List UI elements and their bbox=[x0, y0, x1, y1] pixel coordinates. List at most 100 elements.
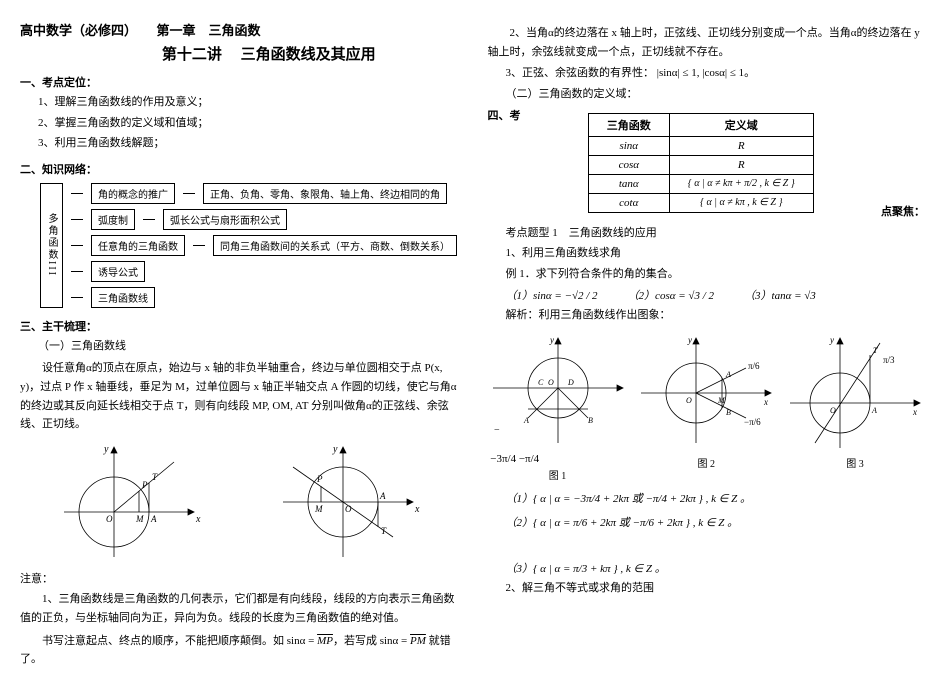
cell-tan: tanα bbox=[588, 174, 669, 193]
net-box: 弧度制 bbox=[91, 209, 135, 230]
svg-text:D: D bbox=[567, 378, 574, 387]
svg-text:M: M bbox=[314, 504, 323, 514]
svg-text:T: T bbox=[381, 526, 387, 536]
answer-2: （2）{ α | α = π/6 + 2kπ 或 −π/6 + 2kπ } , … bbox=[506, 514, 739, 530]
note-1: 1、三角函数线是三角函数的几何表示，它们都是有向线段，线段的方向表示三角函数值的… bbox=[20, 590, 458, 627]
course-label: 高中数学（必修四） bbox=[20, 23, 137, 38]
lecture-title: 三角函数线及其应用 bbox=[241, 47, 376, 63]
svg-text:M: M bbox=[717, 396, 726, 405]
q2: 2、解三角不等式或求角的范围 bbox=[506, 580, 926, 598]
svg-text:M: M bbox=[135, 514, 144, 524]
svg-text:x: x bbox=[763, 397, 768, 407]
svg-text:O: O bbox=[548, 378, 554, 387]
svg-text:P: P bbox=[316, 474, 323, 484]
right-sub2: （二）三角函数的定义域： bbox=[506, 86, 926, 104]
eq-2: （2）cosα = √3 / 2 bbox=[628, 287, 714, 303]
figure-row-right: y O C D A B − −3π/4 −π/4 图 1 bbox=[488, 333, 926, 482]
sec2-heading: 二、知识网络： bbox=[20, 161, 458, 177]
sec1-item-3: 3、利用三角函数线解题； bbox=[38, 135, 458, 153]
note-2: 书写注意起点、终点的顺序，不能把顺序颠倒。如 sinα = MP，若写成 sin… bbox=[20, 632, 458, 669]
svg-text:B: B bbox=[726, 408, 731, 417]
svg-text:y: y bbox=[829, 335, 834, 345]
sec4-heading-a: 四、考 bbox=[488, 110, 521, 122]
sec4-heading-b: 点聚焦： bbox=[881, 206, 925, 218]
svg-text:A: A bbox=[379, 491, 386, 501]
svg-text:−: − bbox=[494, 425, 500, 436]
sec1-item-2: 2、掌握三角函数的定义域和值域； bbox=[38, 115, 458, 133]
th-domain: 定义域 bbox=[669, 113, 813, 136]
svg-text:O: O bbox=[345, 504, 352, 514]
svg-text:T: T bbox=[152, 472, 158, 482]
svg-text:A: A bbox=[871, 406, 877, 415]
network-root: 多角函数III bbox=[40, 183, 63, 308]
hint: 解析：利用三角函数线作出图象： bbox=[506, 307, 926, 325]
svg-text:C: C bbox=[538, 378, 544, 387]
cell-cos-dom: R bbox=[669, 155, 813, 174]
unit-circle-2: x y O M P A T bbox=[273, 442, 423, 562]
unit-circle-1: x y O M A P T bbox=[54, 442, 204, 562]
cell-cot-dom: { α | α ≠ kπ , k ∈ Z } bbox=[669, 193, 813, 212]
svg-text:B: B bbox=[588, 416, 593, 425]
figure-row-left: x y O M A P T x y O bbox=[20, 442, 458, 562]
cell-sin: sinα bbox=[588, 136, 669, 155]
svg-text:x: x bbox=[912, 407, 917, 417]
svg-text:x: x bbox=[195, 514, 201, 525]
domain-table: 三角函数 定义域 sinα R cosα R tanα { α | α ≠ kπ… bbox=[588, 113, 814, 213]
cell-cot: cotα bbox=[588, 193, 669, 212]
svg-text:y: y bbox=[549, 335, 554, 345]
net-box: 角的概念的推广 bbox=[91, 183, 175, 204]
net-row: 角的概念的推广 正角、负角、零角、象限角、轴上角、终边相同的角 bbox=[71, 183, 457, 204]
fig-3: y x O A T π/3 bbox=[785, 333, 925, 453]
th-func: 三角函数 bbox=[588, 113, 669, 136]
answer-1: （1）{ α | α = −3π/4 + 2kπ 或 −π/4 + 2kπ } … bbox=[506, 490, 926, 510]
svg-text:x: x bbox=[414, 504, 420, 515]
fig3-cap: 图 3 bbox=[785, 455, 925, 470]
fig2-cap: 图 2 bbox=[636, 455, 776, 470]
q1: 1、利用三角函数线求角 bbox=[506, 245, 926, 263]
cell-sin-dom: R bbox=[669, 136, 813, 155]
net-box: 诱导公式 bbox=[91, 261, 145, 282]
sec1-item-1: 1、理解三角函数线的作用及意义； bbox=[38, 94, 458, 112]
net-row: 诱导公式 bbox=[71, 261, 457, 282]
svg-text:T: T bbox=[873, 346, 878, 355]
svg-text:y: y bbox=[332, 444, 338, 455]
net-row: 三角函数线 bbox=[71, 287, 457, 308]
fig1-cap: 图 1 bbox=[488, 467, 628, 482]
net-row: 弧度制 弧长公式与扇形面积公式 bbox=[71, 209, 457, 230]
svg-text:y: y bbox=[687, 335, 692, 345]
knowledge-network: 多角函数III 角的概念的推广 正角、负角、零角、象限角、轴上角、终边相同的角 … bbox=[40, 183, 458, 308]
eq-1: （1）sinα = −√2 / 2 bbox=[506, 287, 598, 303]
equation-row: （1）sinα = −√2 / 2 （2）cosα = √3 / 2 （3）ta… bbox=[506, 287, 926, 303]
svg-text:−π/6: −π/6 bbox=[744, 417, 761, 427]
right-p2: 2、当角α的终边落在 x 轴上时，正弦线、正切线分别变成一个点。当角α的终边落在… bbox=[488, 24, 926, 61]
svg-text:O: O bbox=[686, 396, 692, 405]
sec3-sub1: （一）三角函数线 bbox=[38, 338, 458, 356]
chapter-label: 第一章 三角函数 bbox=[157, 23, 261, 38]
note-heading: 注意： bbox=[20, 570, 458, 586]
net-box: 弧长公式与扇形面积公式 bbox=[163, 209, 287, 230]
net-box: 三角函数线 bbox=[91, 287, 155, 308]
svg-text:π/6: π/6 bbox=[748, 361, 760, 371]
sec3-p1: 设任意角α的顶点在原点，始边与 x 轴的非负半轴重合，终边与单位圆相交于点 P(… bbox=[20, 359, 458, 434]
svg-text:P: P bbox=[141, 480, 148, 490]
sec1-heading: 一、考点定位： bbox=[20, 74, 458, 90]
svg-text:A: A bbox=[523, 416, 529, 425]
net-box: 任意角的三角函数 bbox=[91, 235, 185, 256]
answer-3: （3）{ α | α = π/3 + kπ } , k ∈ Z 。 bbox=[506, 560, 666, 576]
example-1: 例 1．求下列符合条件的角的集合。 bbox=[506, 266, 926, 284]
svg-text:A: A bbox=[725, 370, 731, 379]
svg-text:y: y bbox=[103, 444, 109, 455]
sec3-heading: 三、主干梳理： bbox=[20, 318, 458, 334]
right-p3: 3、正弦、余弦函数的有界性： |sinα| ≤ 1, |cosα| ≤ 1。 bbox=[506, 65, 926, 83]
svg-text:O: O bbox=[106, 514, 113, 524]
svg-text:π/3: π/3 bbox=[883, 355, 895, 365]
svg-text:A: A bbox=[150, 514, 157, 524]
svg-text:O: O bbox=[830, 406, 836, 415]
net-box: 正角、负角、零角、象限角、轴上角、终边相同的角 bbox=[203, 183, 447, 204]
fig-2: y x O M A B π/6 −π/6 bbox=[636, 333, 776, 453]
fig-1: y O C D A B − bbox=[488, 333, 628, 453]
net-box: 同角三角函数间的关系式（平方、商数、倒数关系） bbox=[213, 235, 457, 256]
topic-1: 考点题型 1 三角函数线的应用 bbox=[506, 225, 926, 243]
cell-tan-dom: { α | α ≠ kπ + π/2 , k ∈ Z } bbox=[669, 174, 813, 193]
eq-3: （3）tanα = √3 bbox=[744, 287, 816, 303]
